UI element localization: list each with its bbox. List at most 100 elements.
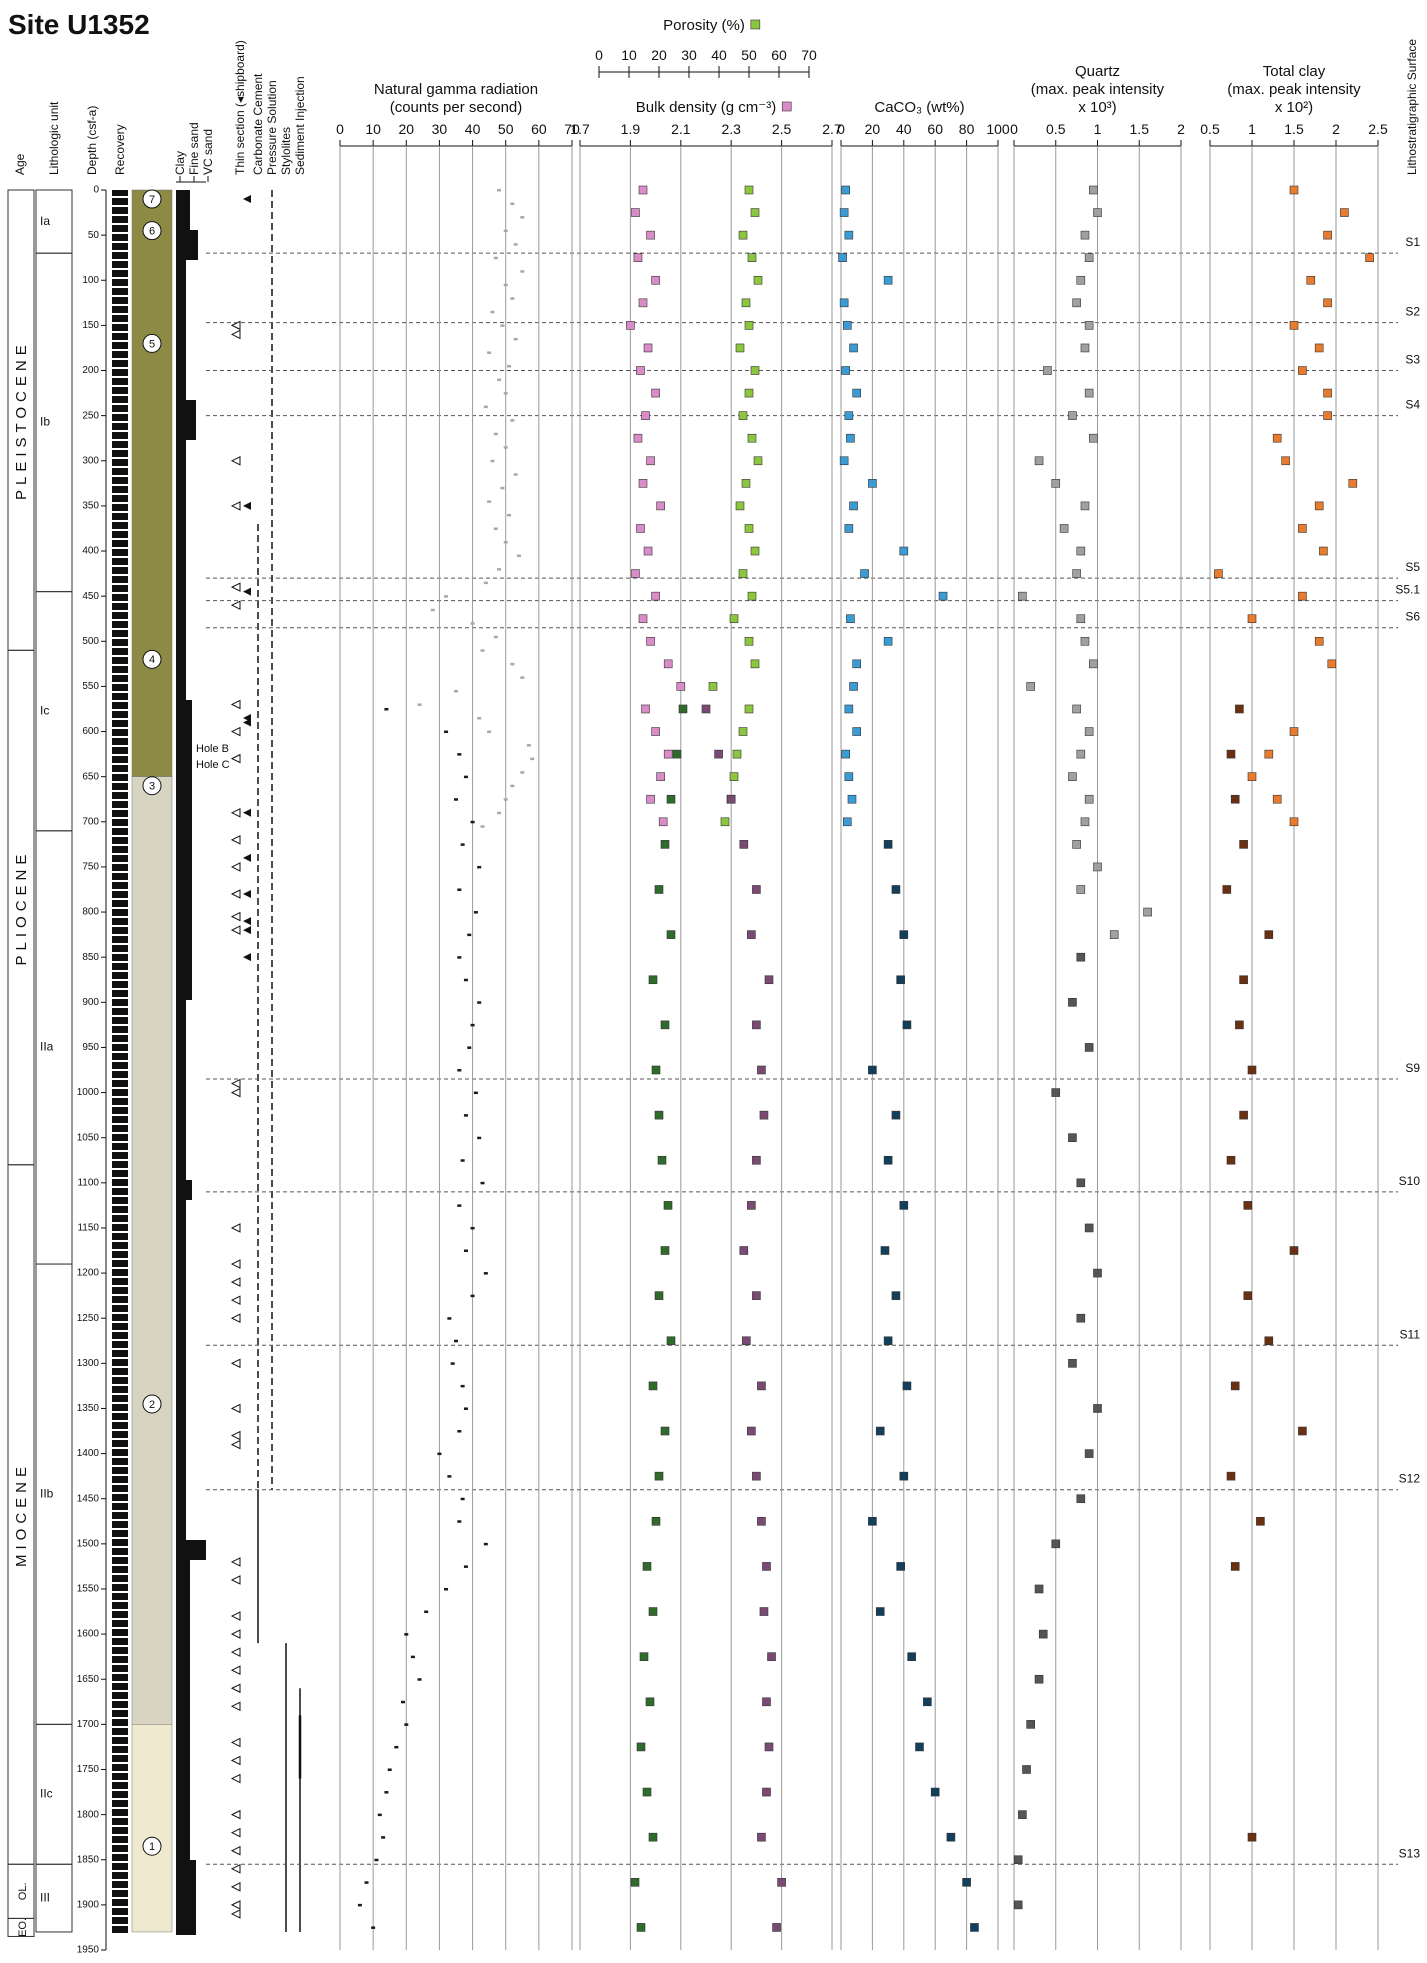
data-point — [1035, 1585, 1043, 1593]
series — [1018, 186, 1151, 939]
data-point — [461, 1498, 465, 1501]
data-point — [652, 728, 660, 736]
data-point — [1227, 750, 1235, 758]
data-point — [655, 1472, 663, 1480]
thin-section — [232, 1296, 240, 1304]
data-point — [1027, 682, 1035, 690]
data-point — [520, 270, 524, 273]
data-point — [840, 209, 848, 217]
y-tick-label: 950 — [82, 1042, 99, 1053]
thin-section — [232, 1684, 240, 1692]
data-point — [636, 524, 644, 532]
data-point — [1077, 953, 1085, 961]
data-point — [1273, 795, 1281, 803]
data-point — [490, 311, 494, 314]
data-point — [457, 1430, 461, 1433]
legend-swatch — [782, 102, 791, 111]
data-point — [1227, 1156, 1235, 1164]
y-tick-label: 1000 — [77, 1087, 100, 1098]
header: Depth (csf-a) — [85, 106, 99, 175]
y-tick-label: 1850 — [77, 1854, 100, 1865]
x-tick-label: 40 — [465, 121, 481, 137]
data-point — [884, 840, 892, 848]
data-point — [868, 479, 876, 487]
data-point — [497, 568, 501, 571]
data-point — [504, 798, 508, 801]
thin-section — [232, 890, 240, 898]
data-point — [649, 1608, 657, 1616]
series — [631, 705, 687, 1931]
data-point — [510, 419, 514, 422]
data-point — [843, 321, 851, 329]
data-point — [897, 976, 905, 984]
thin-section — [232, 1883, 240, 1891]
x-tick-label: 20 — [865, 121, 881, 137]
data-point — [1052, 1089, 1060, 1097]
data-point — [652, 1066, 660, 1074]
data-point — [843, 818, 851, 826]
data-point — [1240, 1111, 1248, 1119]
data-point — [418, 1678, 422, 1681]
surface-label: S2 — [1405, 305, 1420, 319]
thin-section — [232, 1558, 240, 1566]
unit-label: Ia — [40, 214, 50, 228]
data-point — [1290, 186, 1298, 194]
data-point — [484, 1272, 488, 1275]
data-point — [727, 795, 735, 803]
data-point — [850, 682, 858, 690]
data-point — [1315, 344, 1323, 352]
data-point — [454, 1340, 458, 1343]
data-point — [1214, 570, 1222, 578]
data-point — [1081, 637, 1089, 645]
thin-section — [232, 330, 240, 338]
facies-label: 2 — [149, 1399, 155, 1411]
data-point — [868, 1517, 876, 1525]
data-point — [520, 216, 524, 219]
data-point — [842, 186, 850, 194]
data-point — [1265, 1337, 1273, 1345]
x-tick-label: 20 — [398, 121, 414, 137]
data-point — [845, 231, 853, 239]
data-point — [903, 1021, 911, 1029]
data-point — [1077, 547, 1085, 555]
data-point — [437, 1453, 441, 1456]
data-point — [768, 1653, 776, 1661]
thin-section-shipboard — [243, 926, 251, 934]
data-point — [1328, 660, 1336, 668]
data-point — [673, 750, 681, 758]
data-point — [840, 299, 848, 307]
facies-label: 5 — [149, 338, 155, 350]
data-point — [845, 524, 853, 532]
data-point — [1248, 615, 1256, 623]
header: Recovery — [113, 124, 127, 175]
data-point — [474, 911, 478, 914]
data-point — [730, 773, 738, 781]
data-point — [1014, 1856, 1022, 1864]
data-point — [510, 785, 514, 788]
data-point — [510, 663, 514, 666]
y-tick-label: 850 — [82, 952, 99, 963]
data-point — [457, 753, 461, 756]
data-point — [1298, 592, 1306, 600]
data-point — [497, 812, 501, 815]
header: Lithostratigraphic Surface — [1405, 39, 1419, 175]
thin-section — [232, 457, 240, 465]
data-point — [464, 1114, 468, 1117]
data-point — [1307, 276, 1315, 284]
x2-tick-label: 50 — [741, 47, 757, 63]
data-point — [1235, 1021, 1243, 1029]
data-point — [1089, 660, 1097, 668]
data-point — [646, 1698, 654, 1706]
x-tick-label: 2 — [1332, 121, 1340, 137]
page: Site U1352 Age Lithologic unit Depth (cs… — [0, 0, 1427, 1963]
thin-section — [232, 1441, 240, 1449]
y-tick-label: 200 — [82, 365, 99, 376]
y-tick-label: 300 — [82, 455, 99, 466]
data-point — [464, 1565, 468, 1568]
series — [626, 186, 684, 826]
facies-label: 6 — [149, 226, 155, 238]
data-point — [500, 487, 504, 490]
data-point — [477, 1001, 481, 1004]
data-point — [1265, 750, 1273, 758]
data-point — [1052, 479, 1060, 487]
